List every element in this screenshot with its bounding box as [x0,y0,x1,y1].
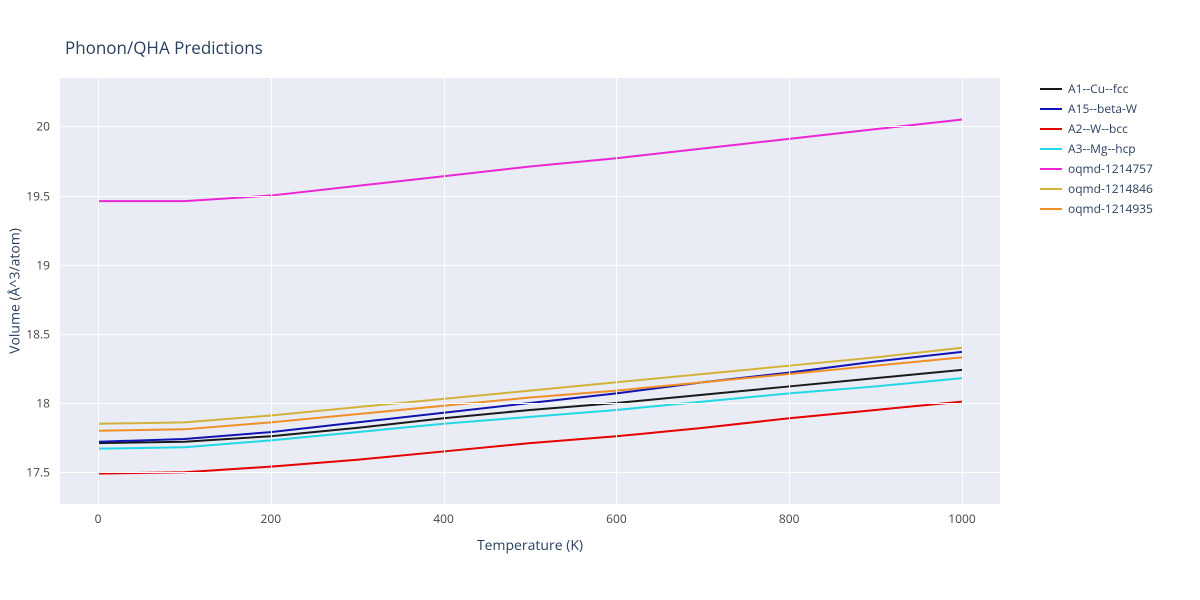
y-gridline [60,472,1000,473]
x-gridline [789,78,790,504]
chart-lines-svg [60,78,1000,504]
legend-label: oqmd-1214935 [1068,200,1153,217]
y-tick-label: 19.5 [20,187,50,204]
y-gridline [60,334,1000,335]
legend-swatch [1040,108,1062,110]
legend-swatch [1040,208,1062,210]
x-axis-title: Temperature (K) [477,536,583,555]
legend-swatch [1040,168,1062,170]
y-gridline [60,403,1000,404]
y-tick-label: 18 [20,395,50,412]
legend-swatch [1040,88,1062,90]
x-tick-label: 1000 [948,510,975,527]
series-line[interactable] [98,370,962,443]
legend-label: A2--W--bcc [1068,120,1128,137]
legend-swatch [1040,148,1062,150]
x-tick-label: 600 [606,510,627,527]
x-tick-label: 400 [433,510,454,527]
legend-item[interactable]: oqmd-1214846 [1040,180,1153,197]
series-line[interactable] [98,348,962,424]
x-tick-label: 200 [261,510,282,527]
legend-item[interactable]: A1--Cu--fcc [1040,80,1153,97]
x-tick-label: 800 [779,510,800,527]
legend-item[interactable]: oqmd-1214757 [1040,160,1153,177]
y-tick-label: 17.5 [20,464,50,481]
legend-swatch [1040,128,1062,130]
x-gridline [98,78,99,504]
legend-swatch [1040,188,1062,190]
chart-title: Phonon/QHA Predictions [65,36,263,59]
y-gridline [60,265,1000,266]
legend-label: A15--beta-W [1068,100,1137,117]
x-tick-label: 0 [95,510,102,527]
series-line[interactable] [98,119,962,201]
legend-item[interactable]: A3--Mg--hcp [1040,140,1153,157]
legend-label: A1--Cu--fcc [1068,80,1128,97]
legend-item[interactable]: A15--beta-W [1040,100,1153,117]
x-gridline [444,78,445,504]
plot-area[interactable] [60,78,1000,504]
legend-label: A3--Mg--hcp [1068,140,1136,157]
legend-item[interactable]: A2--W--bcc [1040,120,1153,137]
y-tick-label: 18.5 [20,325,50,342]
chart-container: Phonon/QHA Predictions Temperature (K) V… [0,0,1200,600]
legend-label: oqmd-1214846 [1068,180,1153,197]
legend: A1--Cu--fcc A15--beta-W A2--W--bcc A3--Mg--… [1040,80,1153,220]
x-gridline [616,78,617,504]
series-line[interactable] [98,402,962,474]
y-gridline [60,126,1000,127]
y-tick-label: 20 [20,118,50,135]
legend-label: oqmd-1214757 [1068,160,1153,177]
x-gridline [271,78,272,504]
x-gridline [962,78,963,504]
legend-item[interactable]: oqmd-1214935 [1040,200,1153,217]
y-gridline [60,196,1000,197]
y-tick-label: 19 [20,256,50,273]
